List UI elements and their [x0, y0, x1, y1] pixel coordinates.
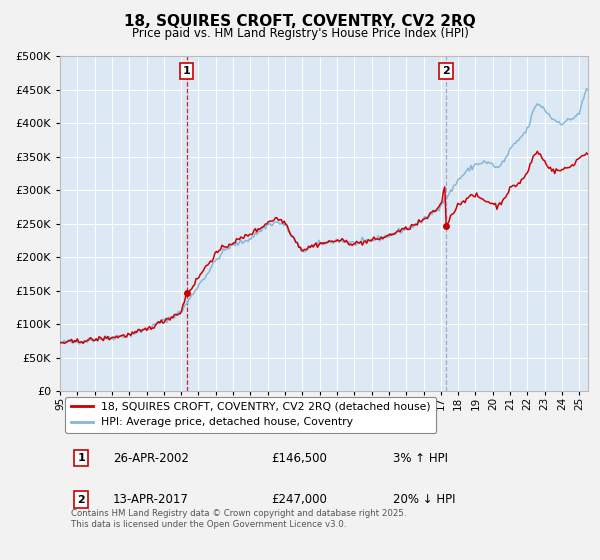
Text: 20% ↓ HPI: 20% ↓ HPI [392, 493, 455, 506]
Text: 2: 2 [77, 494, 85, 505]
Text: Contains HM Land Registry data © Crown copyright and database right 2025.
This d: Contains HM Land Registry data © Crown c… [71, 510, 406, 529]
Text: 1: 1 [77, 454, 85, 463]
Text: 2: 2 [442, 66, 450, 76]
Text: 18, SQUIRES CROFT, COVENTRY, CV2 2RQ: 18, SQUIRES CROFT, COVENTRY, CV2 2RQ [124, 14, 476, 29]
Text: 1: 1 [183, 66, 191, 76]
Text: Price paid vs. HM Land Registry's House Price Index (HPI): Price paid vs. HM Land Registry's House … [131, 27, 469, 40]
Text: 13-APR-2017: 13-APR-2017 [113, 493, 188, 506]
Legend: 18, SQUIRES CROFT, COVENTRY, CV2 2RQ (detached house), HPI: Average price, detac: 18, SQUIRES CROFT, COVENTRY, CV2 2RQ (de… [65, 396, 436, 433]
Text: 26-APR-2002: 26-APR-2002 [113, 452, 188, 465]
Text: £146,500: £146,500 [271, 452, 327, 465]
Text: 3% ↑ HPI: 3% ↑ HPI [392, 452, 448, 465]
Text: £247,000: £247,000 [271, 493, 327, 506]
